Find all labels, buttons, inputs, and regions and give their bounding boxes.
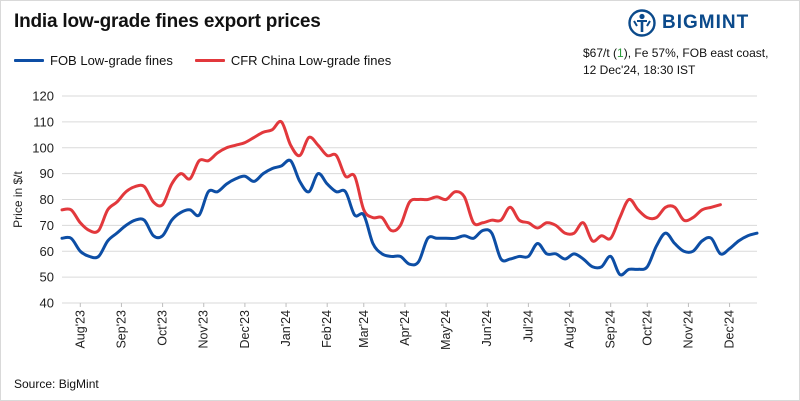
y-tick-label: 70 — [40, 218, 54, 233]
y-tick-label: 80 — [40, 192, 54, 207]
x-tick-label: Dec'23 — [238, 310, 252, 349]
x-tick-label: Nov'23 — [197, 310, 211, 349]
legend-item-cfr: CFR China Low-grade fines — [194, 53, 392, 68]
chart-title: India low-grade fines export prices — [14, 11, 321, 32]
bigmint-logo-icon — [628, 9, 656, 37]
y-tick-label: 60 — [40, 244, 54, 259]
price-note-line1: $67/t (1), Fe 57%, FOB east coast, — [583, 45, 768, 62]
bigmint-logo: BIGMINT — [628, 9, 749, 37]
price-note-prefix: $67/t ( — [583, 46, 618, 60]
y-axis-label: Price in $/t — [11, 170, 25, 227]
price-note: $67/t (1), Fe 57%, FOB east coast, 12 De… — [583, 45, 768, 79]
price-change: 1 — [617, 46, 624, 60]
x-tick-label: Aug'23 — [73, 310, 87, 349]
x-tick-label: Dec'24 — [723, 310, 737, 349]
x-tick-label: Sep'24 — [604, 310, 618, 349]
x-tick-label: Nov'24 — [681, 310, 695, 349]
x-tick-label: Oct'24 — [640, 310, 654, 346]
x-tick-label: Feb'24 — [320, 310, 334, 348]
price-note-line2: 12 Dec'24, 18:30 IST — [583, 63, 696, 77]
x-tick-label: May'24 — [439, 310, 453, 350]
legend-swatch-cfr — [194, 59, 225, 62]
x-tick-label: Oct'23 — [156, 310, 170, 346]
x-tick-label: Mar'24 — [357, 310, 371, 348]
series-line-fob — [60, 158, 759, 277]
x-tick-label: Sep'23 — [114, 310, 128, 349]
legend-swatch-fob — [14, 59, 44, 62]
y-tick-label: 40 — [40, 296, 54, 311]
series-line-cfr — [60, 119, 722, 243]
price-note-suffix: ), Fe 57%, FOB east coast, — [623, 46, 769, 60]
y-tick-label: 90 — [40, 166, 54, 181]
brand-name: BIGMINT — [662, 12, 750, 33]
y-tick-label: 120 — [32, 89, 54, 104]
x-tick-label: Apr'24 — [398, 310, 412, 346]
y-tick-label: 110 — [33, 114, 54, 129]
x-tick-label: Jan'24 — [279, 310, 293, 346]
legend-label-cfr: CFR China Low-grade fines — [230, 53, 392, 68]
x-tick-label: Aug'24 — [563, 310, 577, 349]
legend-item-fob: FOB Low-grade fines — [14, 53, 173, 68]
y-tick-label: 100 — [32, 140, 54, 155]
y-tick-label: 50 — [40, 270, 54, 285]
x-tick-label: Jul'24 — [521, 310, 535, 342]
source-note: Source: BigMint — [14, 377, 99, 391]
x-tick-label: Jun'24 — [480, 310, 494, 346]
legend-label-fob: FOB Low-grade fines — [50, 53, 173, 68]
legend: FOB Low-grade fines CFR China Low-grade … — [14, 53, 391, 68]
